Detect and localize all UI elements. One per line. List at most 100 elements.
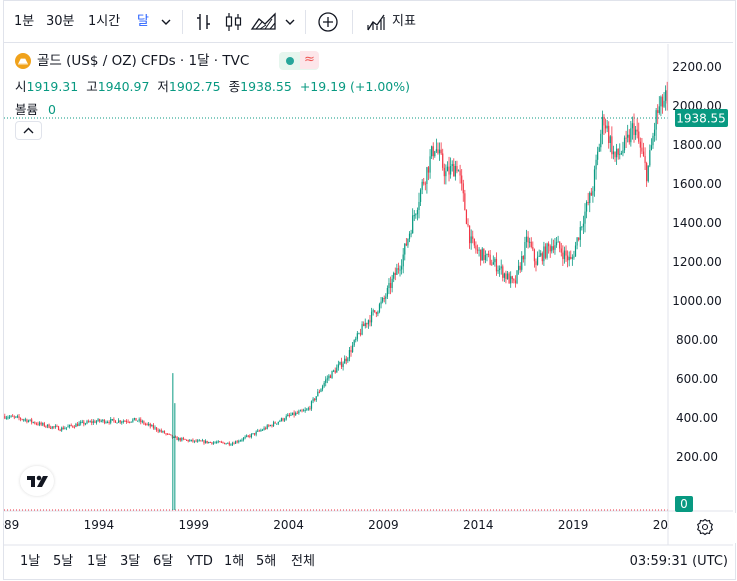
- candle-body: [29, 419, 31, 421]
- candle-body: [567, 255, 569, 261]
- candle-body: [178, 438, 180, 441]
- candle-body: [331, 370, 333, 378]
- market-status-pill[interactable]: ≈: [279, 51, 319, 70]
- utc-clock[interactable]: 03:59:31 (UTC): [629, 554, 728, 569]
- candle-body: [148, 423, 150, 425]
- candle-body: [579, 227, 581, 240]
- candle-body: [525, 236, 528, 243]
- candle-body: [184, 438, 186, 440]
- candle-body: [495, 258, 498, 272]
- candle-body: [59, 430, 61, 432]
- candle-body: [113, 418, 115, 421]
- indicators-button[interactable]: 지표: [392, 14, 416, 29]
- collapse-legend-button[interactable]: [15, 121, 42, 140]
- candle-body: [589, 192, 591, 203]
- interval-month-button[interactable]: 달: [137, 14, 149, 29]
- candlestick-series: [4, 81, 668, 510]
- candle-body: [377, 311, 379, 315]
- candle-body: [625, 137, 627, 139]
- candle-body: [20, 418, 22, 420]
- candle-body: [242, 437, 245, 440]
- candle-body: [69, 424, 71, 427]
- candle-body: [560, 248, 562, 253]
- candle-body: [548, 243, 550, 247]
- candle-body: [378, 304, 381, 312]
- range-5d-button[interactable]: 5날: [53, 554, 74, 569]
- top-toolbar: 1분 30분 1시간 달 지표: [0, 0, 737, 44]
- candle-body: [502, 266, 504, 278]
- candle-body: [223, 442, 226, 445]
- candle-body: [397, 268, 400, 270]
- candle-body: [461, 175, 463, 184]
- candle-body: [203, 440, 205, 444]
- candle-body: [606, 125, 608, 129]
- chart-settings-gear-icon[interactable]: [696, 518, 714, 536]
- area-chart-type-icon[interactable]: [250, 11, 278, 31]
- candles-chart-type-icon[interactable]: [224, 11, 244, 31]
- candle-body: [201, 440, 204, 442]
- range-1d-button[interactable]: 1날: [20, 554, 41, 569]
- candle-body: [405, 243, 407, 246]
- range-6m-button[interactable]: 6달: [153, 554, 174, 569]
- candle-body: [51, 426, 53, 429]
- interval-1h-button[interactable]: 1시간: [88, 14, 121, 29]
- candle-body: [638, 131, 640, 142]
- candle-body: [24, 419, 26, 421]
- candle-body: [342, 363, 344, 367]
- candle-body: [339, 361, 341, 365]
- compare-add-symbol-icon[interactable]: [317, 11, 339, 32]
- candle-body: [521, 255, 523, 270]
- tradingview-logo[interactable]: [20, 466, 54, 496]
- candle-body: [612, 151, 615, 155]
- candle-body: [125, 420, 128, 422]
- interval-dropdown-chevron-icon[interactable]: [160, 12, 172, 32]
- candle-body: [78, 423, 80, 427]
- candle-body: [440, 149, 442, 154]
- symbol-title[interactable]: 골드 (US$ / OZ) CFDs · 1달 · TVC: [37, 53, 250, 69]
- candle-body: [536, 256, 539, 265]
- bar-chart-type-icon[interactable]: [195, 11, 213, 31]
- candle-body: [204, 440, 207, 444]
- range-ytd-button[interactable]: YTD: [187, 554, 213, 569]
- candle-body: [67, 426, 69, 428]
- candle-body: [435, 149, 437, 152]
- candle-body: [622, 150, 624, 154]
- range-3m-button[interactable]: 3달: [120, 554, 141, 569]
- candle-body: [375, 312, 377, 315]
- candle-body: [320, 389, 322, 392]
- candle-body: [540, 253, 542, 256]
- interval-30m-button[interactable]: 30분: [46, 14, 75, 29]
- indicators-icon[interactable]: [365, 11, 387, 31]
- range-5y-button[interactable]: 5해: [256, 554, 277, 569]
- candle-body: [401, 266, 403, 270]
- candle-body: [655, 110, 657, 130]
- range-1y-button[interactable]: 1해: [224, 554, 245, 569]
- time-tick-label: 1999: [178, 518, 209, 532]
- candle-body: [121, 421, 123, 423]
- candle-body: [53, 426, 55, 428]
- range-1m-button[interactable]: 1달: [87, 554, 108, 569]
- candle-body: [500, 266, 502, 269]
- candle-body: [208, 441, 210, 444]
- chart-type-dropdown-chevron-icon[interactable]: [284, 12, 296, 32]
- candle-body: [129, 421, 131, 423]
- candle-body: [285, 416, 287, 420]
- candle-body: [568, 256, 570, 261]
- candle-body: [144, 423, 147, 425]
- candle-body: [623, 137, 626, 151]
- candle-body: [389, 282, 392, 289]
- range-all-button[interactable]: 전체: [291, 554, 315, 569]
- candle-body: [391, 278, 393, 289]
- candle-body: [195, 440, 197, 442]
- last-price-label: 1938.55: [676, 111, 726, 125]
- candle-body: [163, 431, 166, 434]
- candle-body: [412, 215, 414, 234]
- candle-body: [372, 310, 374, 312]
- candle-body: [506, 273, 509, 280]
- candle-body: [374, 310, 376, 313]
- candle-body: [310, 401, 313, 409]
- candle-body: [595, 159, 597, 170]
- interval-1m-button[interactable]: 1분: [14, 14, 35, 29]
- candle-body: [616, 148, 618, 158]
